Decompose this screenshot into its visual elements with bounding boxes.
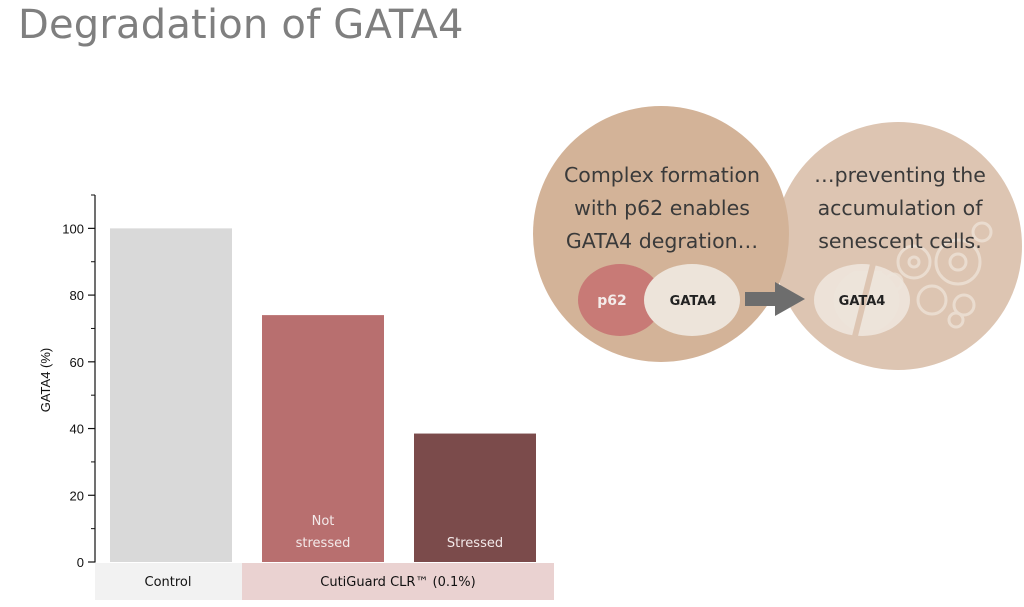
treatment-band xyxy=(242,563,554,600)
bar-2 xyxy=(414,433,536,562)
arrow-right-icon xyxy=(745,282,805,316)
bar-label-2-0: Stressed xyxy=(447,536,503,551)
y-axis-label: GATA4 (%) xyxy=(38,348,53,413)
treatment-band-label: CutiGuard CLR™ (0.1%) xyxy=(320,575,475,590)
y-tick-label-3: 60 xyxy=(70,355,84,370)
bars-group xyxy=(110,228,536,562)
control-band-label: Control xyxy=(145,575,192,590)
bar-labels-group: Not stressed Stressed xyxy=(296,514,503,551)
gata4-protein-left xyxy=(644,264,740,336)
bar-1 xyxy=(262,315,384,562)
y-tick-label-0: 0 xyxy=(77,555,84,570)
left-circle-line-3: GATA4 degration… xyxy=(566,229,758,253)
y-axis: 0 20 40 60 80 100 xyxy=(62,194,96,570)
y-tick-label-5: 100 xyxy=(62,221,84,236)
right-circle-line-2: accumulation of xyxy=(818,196,984,220)
gata4-label-right: GATA4 xyxy=(839,294,886,309)
gata4-protein-degraded xyxy=(814,264,910,336)
p62-protein xyxy=(578,264,662,336)
bar-label-1-1: stressed xyxy=(296,536,351,551)
left-circle-line-1: Complex formation xyxy=(564,163,760,187)
bar-chart: Not stressed Stressed 0 20 40 60 80 100 Control… xyxy=(38,194,554,600)
control-band xyxy=(95,563,242,600)
y-tick-label-2: 40 xyxy=(70,422,84,437)
page-title: Degradation of GATA4 xyxy=(18,2,464,48)
bar-0 xyxy=(110,228,232,562)
bar-label-1-0: Not xyxy=(312,514,335,529)
right-circle-line-1: …preventing the xyxy=(814,163,986,187)
y-tick-label-4: 80 xyxy=(70,288,84,303)
left-circle-line-2: with p62 enables xyxy=(574,196,750,220)
gata4-label-left: GATA4 xyxy=(670,294,717,309)
p62-label: p62 xyxy=(597,293,627,309)
category-bands: Control CutiGuard CLR™ (0.1%) xyxy=(95,563,554,600)
right-circle-line-3: senescent cells. xyxy=(818,229,981,253)
y-tick-label-1: 20 xyxy=(70,488,84,503)
